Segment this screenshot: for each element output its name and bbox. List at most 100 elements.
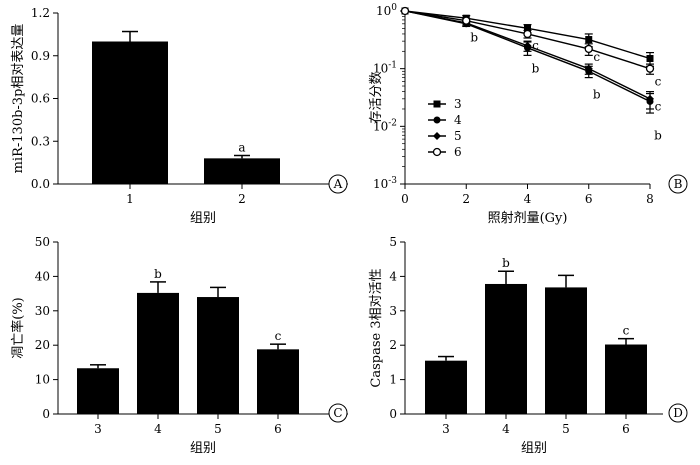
panel-b-series-line — [404, 10, 651, 70]
panel-b-point — [585, 36, 593, 44]
panel-b-point — [646, 55, 654, 63]
panel-b-x-tick-label: 8 — [646, 192, 654, 206]
panel-a-y-label: miR-130b-3p相对表达量 — [11, 24, 26, 174]
panel-d-x-label: 组别 — [521, 441, 547, 456]
panel-d-badge-circle — [668, 403, 688, 423]
panel-a-x-tick-label: 2 — [238, 192, 246, 206]
panel-b-x-tick-label: 0 — [401, 192, 409, 206]
panel-b-point — [645, 64, 655, 73]
panel-c-bar — [197, 297, 239, 414]
panel-a-sig-label: a — [238, 141, 245, 155]
panel-b-x-tick-label: 6 — [585, 192, 593, 206]
panel-c-x-tick-label: 6 — [274, 422, 282, 436]
panel-b: 0 2 4 6 810010-110-210-3bcbcbccb3456照射剂量(Gy)… — [369, 3, 688, 226]
panel-b-sig-label: c — [655, 74, 662, 88]
panel-a-badge-label: A — [333, 177, 343, 191]
panel-b-point — [523, 29, 532, 39]
panel-c-x-tick-label: 3 — [94, 422, 102, 436]
panel-c-y-tick-label: 20 — [35, 338, 50, 352]
panel-c-badge-label: C — [333, 406, 342, 420]
panel-a-y-tick-label: 1.2 — [31, 6, 50, 20]
panel-c-y-tick-label: 0 — [42, 407, 50, 421]
panel-d-bar — [545, 287, 587, 414]
panel-b-sig-label: b — [470, 30, 478, 44]
panel-d-sig-label: c — [623, 324, 630, 338]
panel-b-legend-point — [432, 147, 442, 157]
panel-b-point — [462, 16, 471, 25]
panel-b-point — [584, 64, 593, 73]
panel-b-sig-label: c — [593, 50, 600, 64]
panel-c-x-tick-label: 4 — [154, 422, 162, 436]
panel-a-x-label: 组别 — [190, 211, 216, 226]
panel-a-x-tick-label: 1 — [126, 192, 134, 206]
panel-c-y-tick-label: 30 — [35, 304, 50, 318]
panel-d-bar — [425, 360, 467, 414]
panel-d-sig-label: b — [502, 256, 510, 270]
panel-a: 0.0 0.3 0.6 0.9 1.2 1 2 a 组别 miR-130b-3p相对表达量 A — [11, 6, 348, 226]
panel-b-badge-circle — [668, 174, 688, 194]
panel-b-y-tick-label: 10-2 — [373, 118, 397, 133]
panel-b-legend-label: 3 — [454, 97, 462, 111]
panel-a-y-tick-label: 0.9 — [31, 49, 50, 63]
panel-d-y-label: Caspase 3相对活性 — [369, 268, 384, 387]
panel-b-y-tick-label: 10-3 — [373, 176, 397, 191]
panel-b-sig-label: c — [655, 100, 662, 114]
panel-d-y-tick-label: 0 — [389, 407, 397, 421]
panel-b-legend-label: 4 — [454, 113, 462, 127]
panel-c-sig-label: c — [275, 329, 282, 343]
panel-b-x-tick-label: 2 — [462, 192, 470, 206]
panel-d-y-tick-label: 2 — [389, 338, 397, 352]
panel-d-y-tick-label: 5 — [389, 235, 397, 249]
panel-a-y-tick-label: 0.3 — [31, 134, 50, 148]
panel-b-legend-point — [433, 100, 441, 108]
panel-c-y-tick-label: 50 — [35, 235, 50, 249]
panel-c-x-tick-label: 5 — [214, 422, 222, 436]
panel-b-sig-label: b — [593, 87, 601, 101]
panel-d-bar — [605, 344, 647, 414]
panel-b-legend-label: 6 — [454, 145, 462, 159]
panel-a-y-tick-label: 0.0 — [31, 177, 50, 191]
panel-c-bar — [77, 368, 119, 414]
panel-d-x-tick-label: 3 — [442, 422, 450, 436]
panel-c-badge-circle — [328, 403, 348, 423]
panel-c: 0 10 20 30 40 50 3 4 b 5 6 c 组别 凋亡率(%) C — [10, 235, 348, 456]
panel-d-badge-label: D — [673, 406, 683, 420]
panel-b-legend-point — [433, 132, 441, 140]
panel-b-point — [646, 94, 654, 103]
panel-b-x-tick-label: 4 — [524, 192, 532, 206]
panel-a-y-tick-label: 0.6 — [31, 92, 50, 106]
panel-d-y-tick-label: 1 — [389, 373, 397, 387]
panel-d-y-tick-label: 4 — [389, 269, 397, 283]
panel-d-x-tick-label: 4 — [502, 422, 510, 436]
panel-c-bar — [137, 292, 179, 414]
panel-d-x-tick-label: 6 — [622, 422, 630, 436]
panel-b-point — [584, 44, 593, 54]
panel-b-y-tick-label: 10-1 — [373, 61, 397, 76]
panel-d-bar — [485, 283, 527, 414]
panel-d-x-tick-label: 5 — [562, 422, 570, 436]
panel-b-y-tick-label: 100 — [376, 3, 397, 18]
panel-d-y-tick-label: 3 — [389, 304, 397, 318]
panel-c-y-tick-label: 40 — [35, 269, 50, 283]
panel-b-sig-label: c — [532, 39, 539, 53]
panel-b-x-label: 照射剂量(Gy) — [488, 210, 568, 226]
panel-b-sig-label: b — [654, 128, 662, 142]
panel-a-bar — [204, 158, 280, 184]
panel-c-sig-label: b — [154, 267, 162, 281]
panel-c-y-label: 凋亡率(%) — [10, 297, 26, 359]
panel-a-badge-circle — [328, 174, 348, 194]
panel-b-legend-label: 5 — [454, 129, 462, 143]
panel-b-y-label: 存活分数 — [369, 71, 384, 123]
panel-b-badge-label: B — [674, 177, 683, 191]
panel-b-sig-label: b — [532, 62, 540, 76]
panel-a-bar — [92, 41, 168, 184]
panel-b-point — [523, 41, 532, 50]
panel-d: 0 1 2 3 4 5 3 4 b 5 6 c 组别 Caspase 3相对活性 D — [369, 235, 688, 456]
panel-b-point — [524, 24, 531, 32]
panel-c-bar — [257, 349, 299, 414]
panel-c-x-label: 组别 — [190, 441, 216, 456]
panel-b-legend-point — [433, 116, 441, 124]
panel-c-y-tick-label: 10 — [35, 373, 50, 387]
panel-b-point — [400, 6, 410, 16]
